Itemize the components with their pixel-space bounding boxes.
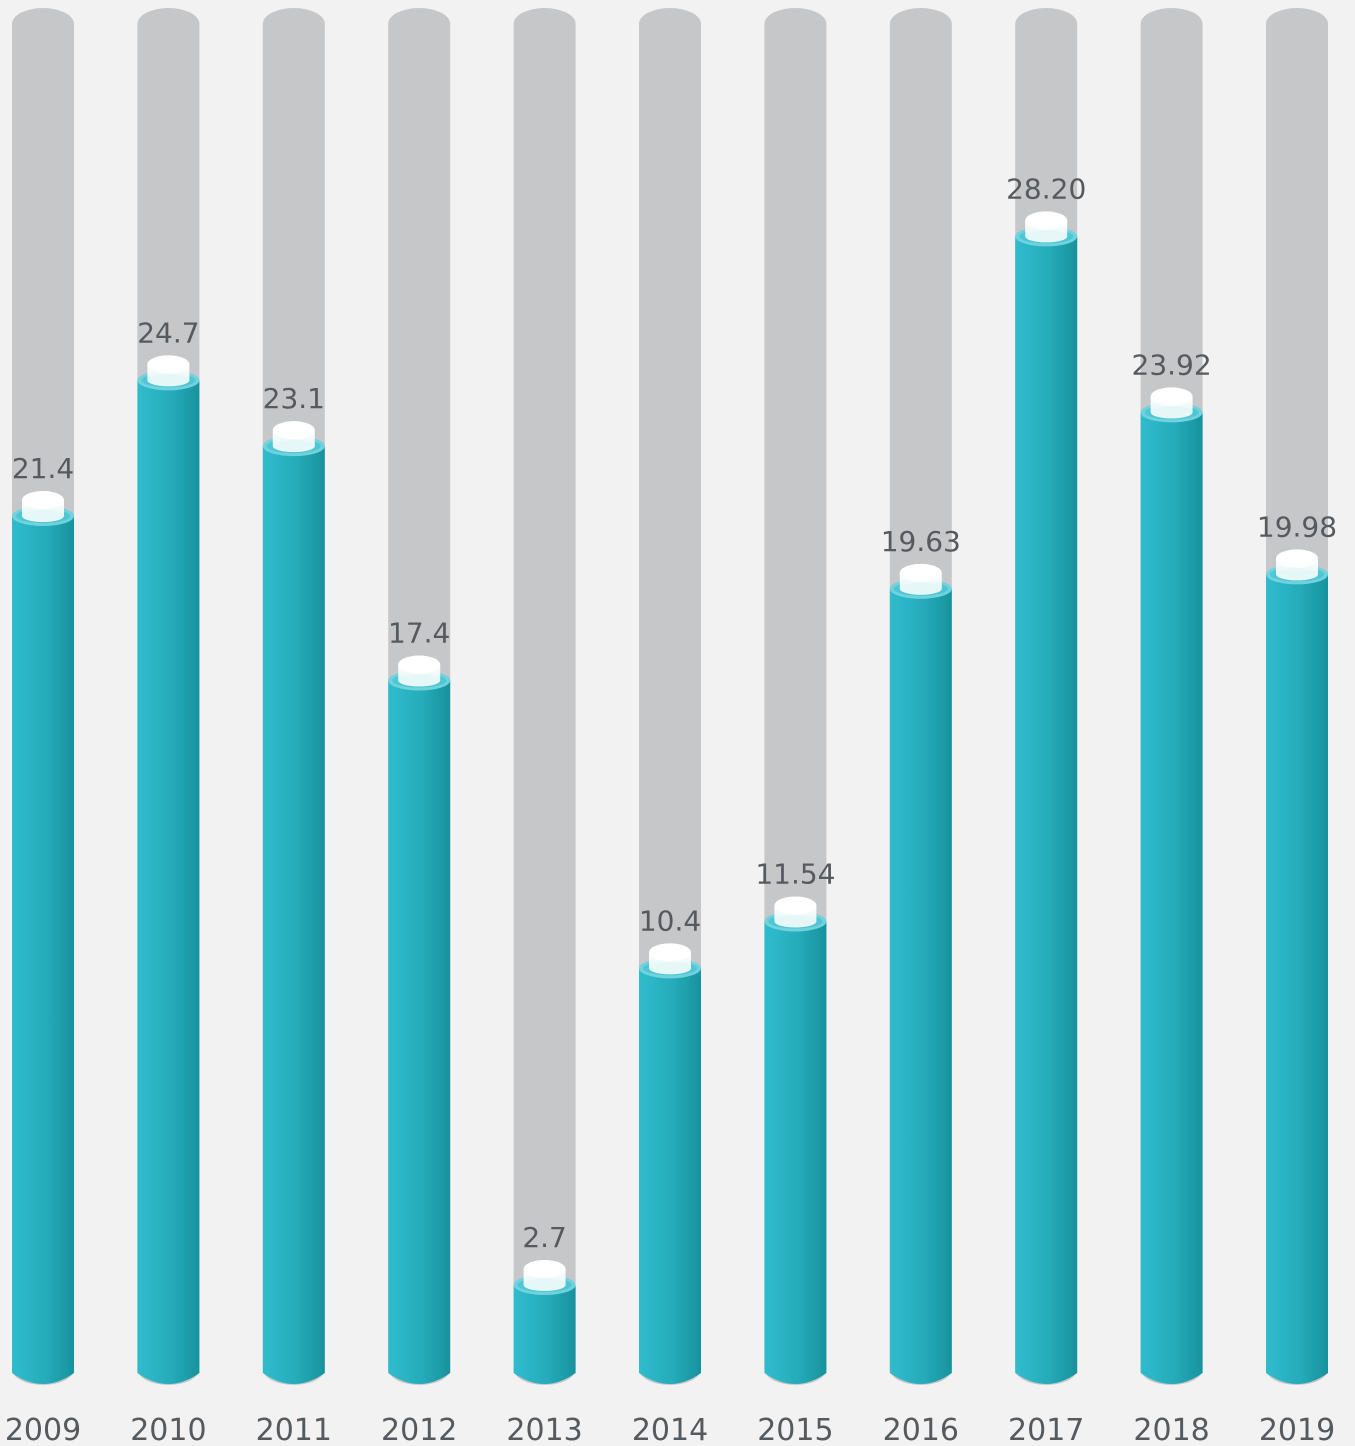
bar-fill (1015, 236, 1078, 1384)
category-label-2010: 2010 (130, 1413, 206, 1446)
value-label-2011: 23.1 (263, 382, 325, 415)
value-label-2017: 28.20 (1006, 172, 1086, 205)
category-label-2017: 2017 (1008, 1413, 1084, 1446)
bar-fill (137, 380, 200, 1384)
bar-2013 (513, 8, 576, 1385)
bar-cap-top (22, 491, 64, 510)
bar-cap-bottom (22, 510, 64, 523)
bar-fill (889, 588, 952, 1384)
bar-cap-top (1025, 211, 1068, 230)
bar-cap-top (774, 896, 817, 915)
value-label-2010: 24.7 (137, 316, 199, 349)
bar-2011 (262, 8, 325, 1385)
bar-cap-top (272, 421, 315, 440)
bar-cap-bottom (147, 374, 190, 387)
bar-cap-bottom (272, 440, 315, 453)
value-label-2009: 21.4 (12, 452, 74, 485)
labels-group: 21.4 2009 24.7 2010 23.1 2011 17.4 2012 2.7 2013 1… (5, 172, 1337, 1446)
bar-2017 (1015, 8, 1078, 1385)
category-label-2016: 2016 (883, 1413, 959, 1446)
bar-cap-top (523, 1259, 566, 1278)
value-label-2013: 2.7 (522, 1221, 567, 1254)
bar-cap-bottom (1150, 406, 1193, 419)
category-label-2014: 2014 (632, 1413, 708, 1446)
bars-group (12, 8, 1328, 1385)
value-label-2018: 23.92 (1132, 348, 1212, 381)
category-label-2019: 2019 (1259, 1413, 1335, 1446)
bar-cap-top (1276, 549, 1318, 568)
bar-cap-bottom (774, 915, 817, 928)
bar-cap-bottom (1025, 230, 1068, 243)
bar-fill (388, 680, 451, 1384)
bar-fill (262, 446, 325, 1384)
value-label-2014: 10.4 (639, 904, 701, 937)
category-label-2018: 2018 (1133, 1413, 1209, 1446)
value-label-2019: 19.98 (1257, 510, 1337, 543)
bar-2019 (1266, 8, 1328, 1385)
value-label-2012: 17.4 (388, 617, 450, 650)
bar-fill (513, 1284, 576, 1384)
bar-fill (764, 921, 827, 1384)
category-label-2011: 2011 (256, 1413, 332, 1446)
bar-cap-bottom (649, 962, 691, 975)
bar-2012 (388, 8, 451, 1385)
bar-fill (1140, 412, 1203, 1384)
bar-cap-bottom (398, 674, 441, 687)
bar-2016 (889, 8, 952, 1385)
value-label-2015: 11.54 (755, 857, 835, 890)
bar-cap-top (1150, 387, 1193, 406)
value-label-2016: 19.63 (881, 525, 961, 558)
bar-fill (12, 516, 74, 1384)
bar-fill (639, 968, 701, 1384)
bar-cap-bottom (523, 1278, 566, 1291)
category-label-2013: 2013 (506, 1413, 582, 1446)
bar-fill (1266, 574, 1328, 1384)
bar-2010 (137, 8, 200, 1385)
bar-2018 (1140, 8, 1203, 1385)
bar-2015 (764, 8, 827, 1385)
category-label-2015: 2015 (757, 1413, 833, 1446)
bar-cap-bottom (1276, 568, 1318, 581)
bar-cap-top (398, 655, 441, 674)
bar-cap-bottom (899, 582, 942, 595)
bar-2009 (12, 8, 74, 1385)
bar-cap-top (899, 563, 942, 582)
category-label-2009: 2009 (5, 1413, 81, 1446)
bar-2014 (639, 8, 701, 1385)
bar-cap-top (147, 355, 190, 374)
bar-track (513, 8, 576, 1385)
bar-cap-top (649, 943, 691, 962)
category-label-2012: 2012 (381, 1413, 457, 1446)
